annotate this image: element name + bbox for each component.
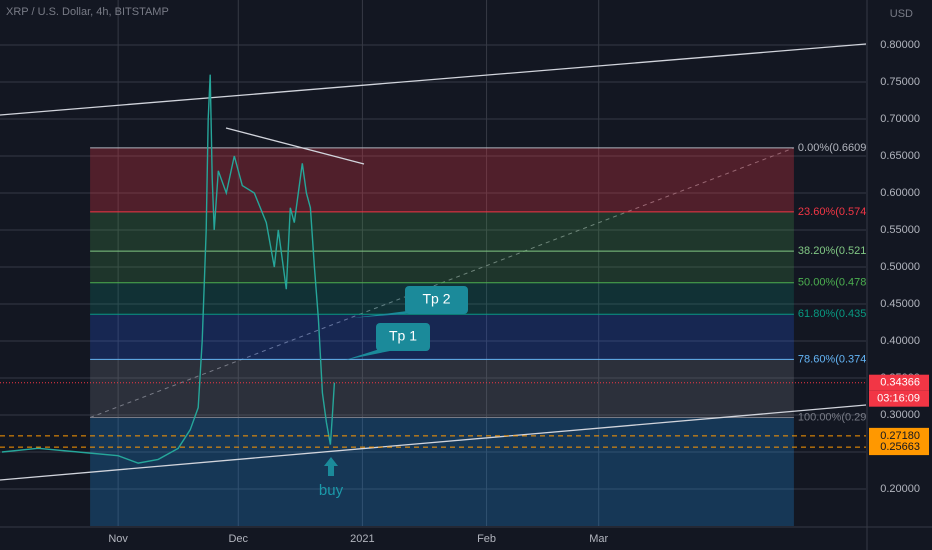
y-tick-label: 0.50000: [880, 261, 920, 273]
x-tick-label: Feb: [477, 533, 496, 545]
y-tick-label: 0.65000: [880, 150, 920, 162]
price-badge: [869, 439, 929, 456]
price-badge-label: 0.25663: [880, 441, 920, 453]
callout-box: [376, 323, 430, 351]
price-badge-label: 0.34366: [880, 377, 920, 389]
callout-label: Tp 1: [389, 328, 417, 344]
trendline: [225, 127, 365, 165]
price-badge-label: 0.27180: [880, 430, 920, 442]
trendline: [0, 404, 866, 481]
buy-arrow: [324, 457, 338, 476]
fib-label: 78.60%(0.374: [798, 353, 867, 365]
price-line: [1, 74, 336, 464]
y-tick-label: 0.30000: [880, 409, 920, 421]
y-axis-label: USD: [890, 8, 913, 20]
y-tick-label: 0.40000: [880, 335, 920, 347]
fib-zone: [90, 251, 794, 283]
fib-zone: [90, 417, 794, 526]
fib-zone: [90, 211, 794, 252]
x-tick-label: Dec: [228, 533, 248, 545]
fib-zone: [90, 147, 794, 212]
y-tick-label: 0.20000: [880, 483, 920, 495]
y-tick-label: 0.70000: [880, 113, 920, 125]
countdown-badge: [869, 390, 929, 407]
x-tick-label: Nov: [108, 533, 128, 545]
fib-zone: [90, 359, 794, 418]
fib-label: 50.00%(0.478: [798, 277, 867, 289]
y-tick-label: 0.45000: [880, 298, 920, 310]
chart-title: XRP / U.S. Dollar, 4h, BITSTAMP: [6, 6, 169, 18]
y-tick-label: 0.55000: [880, 224, 920, 236]
fib-label: 61.80%(0.435: [798, 308, 867, 320]
callout-label: Tp 2: [422, 291, 450, 307]
y-tick-label: 0.80000: [880, 39, 920, 51]
price-badge: [869, 374, 929, 391]
x-tick-label: Mar: [589, 533, 608, 545]
countdown-label: 03:16:09: [877, 393, 920, 405]
fib-zone: [90, 314, 794, 360]
y-tick-label: 0.60000: [880, 187, 920, 199]
fib-label: 0.00%(0.6609: [798, 142, 867, 154]
fib-label: 38.20%(0.521: [798, 245, 867, 257]
callout-box: [405, 286, 468, 314]
plot-area: 0.00%(0.6609 23.60%(0.574 38.20%(0.521 50.0…: [0, 0, 866, 526]
fib-label: 100.00%(0.29: [798, 411, 867, 423]
x-tick-label: 2021: [350, 533, 374, 545]
buy-label: buy: [319, 482, 344, 499]
y-tick-label: 0.75000: [880, 76, 920, 88]
fib-label: 23.60%(0.574: [798, 206, 867, 218]
trendline: [0, 43, 866, 116]
